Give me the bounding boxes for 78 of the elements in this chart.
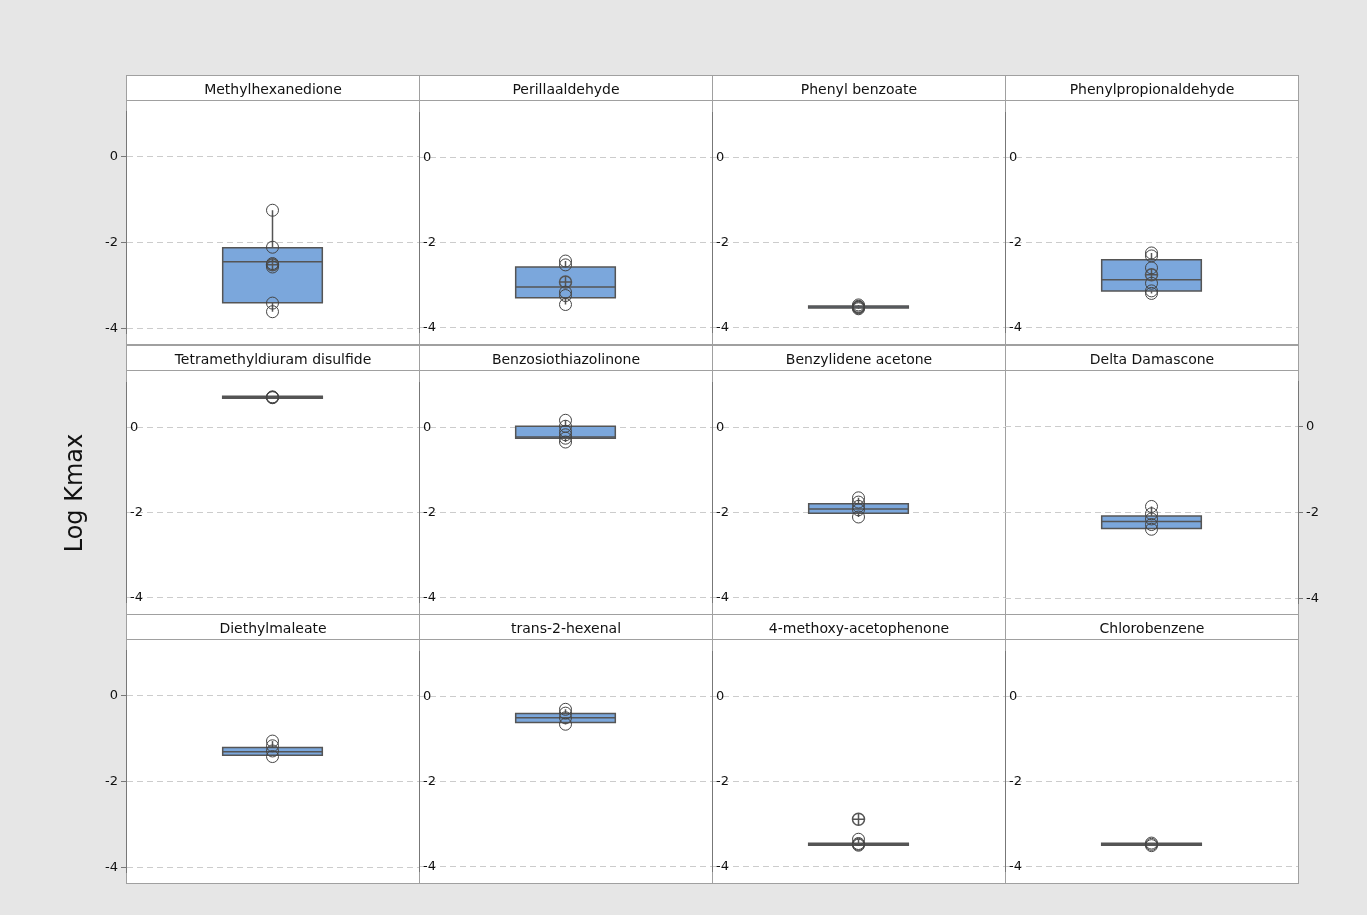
y-tick-label: 0 bbox=[716, 687, 725, 703]
chart-title: Benzosiothiazolinone bbox=[419, 345, 713, 371]
point bbox=[266, 296, 279, 310]
chart-title: Perillaaldehyde bbox=[419, 75, 713, 101]
y-tick-label: -2 bbox=[1009, 773, 1022, 789]
y2-tick-label: 0 bbox=[1306, 418, 1315, 434]
point bbox=[266, 203, 279, 217]
y-tick-label: 0 bbox=[716, 148, 725, 164]
y-axis-title: Log Kmax bbox=[59, 433, 88, 552]
y-tick-label: -2 bbox=[716, 504, 729, 520]
y-tick-label: 0 bbox=[1009, 148, 1018, 164]
y2-tick-label: -2 bbox=[1306, 504, 1319, 520]
point bbox=[852, 499, 865, 513]
point bbox=[266, 240, 279, 254]
y-tick-label: -2 bbox=[716, 773, 729, 789]
y-tick-label: -2 bbox=[130, 504, 143, 520]
y-tick-label: 0 bbox=[423, 148, 432, 164]
point bbox=[852, 495, 865, 509]
chart-title: 4-methoxy-acetophenone bbox=[712, 614, 1006, 640]
point bbox=[559, 717, 572, 731]
y-tick-label: -4 bbox=[130, 589, 143, 605]
point bbox=[1145, 499, 1158, 513]
y2-tick-label: -4 bbox=[1306, 590, 1319, 606]
y-tick-label: -4 bbox=[423, 319, 436, 335]
y-tick-label: -4 bbox=[423, 858, 436, 874]
y-tick-label: -4 bbox=[105, 859, 118, 875]
point bbox=[559, 424, 572, 438]
y-tick-label: -4 bbox=[105, 320, 118, 336]
y-tick-label: 0 bbox=[423, 687, 432, 703]
point bbox=[559, 258, 572, 272]
y-tick-label: 0 bbox=[109, 148, 118, 164]
point bbox=[559, 711, 572, 725]
point bbox=[1145, 512, 1158, 526]
point bbox=[852, 510, 865, 524]
point bbox=[852, 491, 865, 505]
chart-title: Diethylmaleate bbox=[126, 614, 420, 640]
point bbox=[559, 419, 572, 433]
chart-title: Phenyl benzoate bbox=[712, 75, 1006, 101]
chart-title: Delta Damascone bbox=[1005, 345, 1299, 371]
y-tick-label: -4 bbox=[716, 589, 729, 605]
point bbox=[852, 503, 865, 517]
point bbox=[559, 702, 572, 716]
chart-title: Phenylpropionaldehyde bbox=[1005, 75, 1299, 101]
point bbox=[266, 305, 279, 319]
y-tick-label: -2 bbox=[423, 234, 436, 250]
point bbox=[559, 289, 572, 303]
chart-title: trans-2-hexenal bbox=[419, 614, 713, 640]
y-tick-label: -4 bbox=[1009, 858, 1022, 874]
y-tick-label: -4 bbox=[716, 319, 729, 335]
y-tick-label: -2 bbox=[423, 773, 436, 789]
point bbox=[1145, 522, 1158, 536]
point bbox=[1145, 261, 1158, 275]
y-tick-label: -2 bbox=[1009, 234, 1022, 250]
point bbox=[559, 435, 572, 449]
point bbox=[1145, 276, 1158, 290]
y-tick-label: -2 bbox=[716, 234, 729, 250]
point bbox=[559, 298, 572, 312]
point bbox=[559, 706, 572, 720]
y-tick-label: -2 bbox=[105, 773, 118, 789]
point bbox=[559, 285, 572, 299]
y-tick-label: -4 bbox=[423, 589, 436, 605]
point bbox=[559, 254, 572, 268]
y-tick-label: -2 bbox=[423, 504, 436, 520]
y-tick-label: 0 bbox=[716, 418, 725, 434]
chart-title: Methylhexanedione bbox=[126, 75, 420, 101]
y-tick-label: 0 bbox=[423, 418, 432, 434]
point bbox=[1145, 518, 1158, 532]
chart-title: Chlorobenzene bbox=[1005, 614, 1299, 640]
point bbox=[559, 413, 572, 427]
y-tick-label: -2 bbox=[105, 234, 118, 250]
chart-title: Benzylidene acetone bbox=[712, 345, 1006, 371]
y-tick-label: 0 bbox=[130, 418, 139, 434]
y-tick-label: -4 bbox=[1009, 319, 1022, 335]
y-tick-label: -4 bbox=[716, 858, 729, 874]
y-tick-label: 0 bbox=[109, 687, 118, 703]
y-tick-label: 0 bbox=[1009, 687, 1018, 703]
chart-title: Tetramethyldiuram disulfide bbox=[126, 345, 420, 371]
point bbox=[1145, 507, 1158, 521]
